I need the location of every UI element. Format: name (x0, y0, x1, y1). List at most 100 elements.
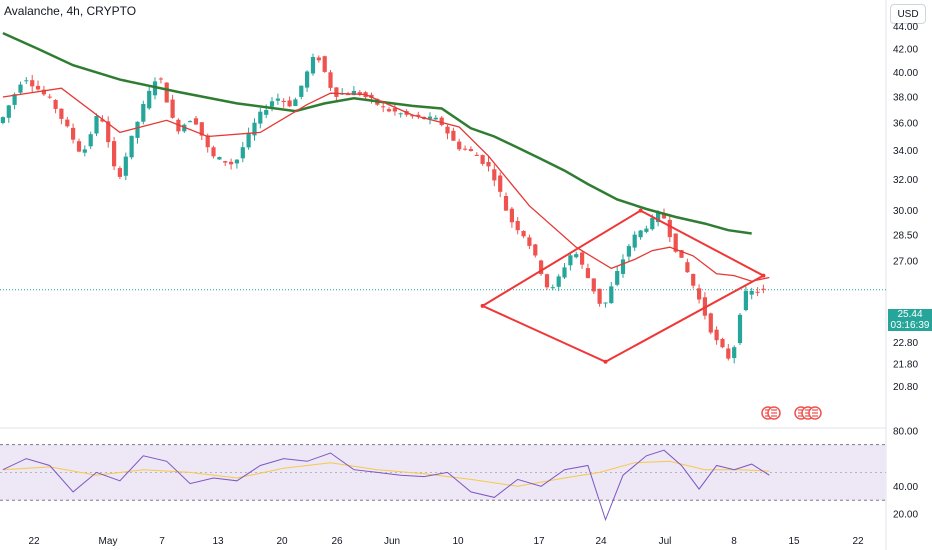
candle-body (381, 106, 386, 108)
candle-body (550, 287, 555, 289)
candle-body (229, 161, 234, 165)
candle-body (416, 114, 421, 117)
time-axis: 22 May 7 13 20 26 Jun 10 17 24 Jul 8 15 22 (28, 536, 864, 547)
time-tick-label: 15 (788, 536, 800, 547)
candle-body (615, 271, 620, 285)
candle-body (656, 211, 661, 223)
candle-body (211, 147, 216, 157)
candle-body (246, 132, 251, 148)
currency-selector[interactable]: USD (890, 4, 926, 24)
candle-body (691, 274, 696, 286)
candle-body (539, 260, 544, 274)
candle-body (193, 118, 199, 125)
candle-body (30, 80, 35, 87)
candle-body (732, 347, 737, 358)
candle-body (632, 234, 637, 248)
candle-body (486, 162, 491, 167)
candle-body (439, 117, 444, 125)
candle-body (755, 291, 760, 293)
time-tick-label: May (99, 536, 118, 547)
candle-body (310, 57, 316, 74)
price-tick-label: 36.00 (893, 119, 918, 130)
candle-body (322, 56, 327, 72)
time-tick-label: 20 (276, 536, 288, 547)
candle-body (141, 104, 146, 122)
price-tick-label: 21.80 (893, 360, 918, 371)
candle-body (205, 135, 210, 148)
time-tick-label: 17 (533, 536, 545, 547)
candle-body (533, 244, 538, 256)
time-tick-label: 22 (852, 536, 864, 547)
flag-icon[interactable] (794, 406, 822, 420)
ma-short-line (2, 87, 770, 282)
last-price-badge: 25.44 03:16:39 (888, 309, 932, 331)
candle-body (720, 339, 725, 348)
candle-body (135, 121, 140, 138)
candle-body (661, 213, 667, 219)
candle-body (158, 78, 163, 80)
rsi-tick-label: 80.00 (893, 426, 918, 437)
pattern-handle[interactable] (480, 303, 485, 308)
candle-body (281, 100, 286, 102)
candle-body (585, 268, 590, 279)
candle-body (761, 288, 766, 290)
time-tick-label: 7 (159, 536, 165, 547)
candle-body (433, 117, 438, 120)
candle-body (316, 57, 321, 61)
last-price-value: 25.44 (897, 309, 923, 320)
candle-body (480, 155, 485, 164)
candle-body (603, 302, 608, 304)
candlestick-series (0, 53, 766, 364)
candle-body (544, 274, 550, 288)
candle-body (182, 124, 187, 132)
candle-body (667, 219, 672, 238)
candle-body (117, 168, 122, 177)
candle-body (234, 159, 239, 164)
candle-body (328, 72, 333, 88)
time-tick-label: 10 (452, 536, 464, 547)
candle-body (35, 85, 41, 90)
candle-body (386, 109, 392, 112)
candle-body (726, 348, 731, 359)
candle-body (299, 85, 304, 97)
candle-body (556, 276, 561, 287)
pattern-handle[interactable] (603, 359, 608, 364)
price-tick-label: 20.80 (893, 382, 918, 393)
candle-body (644, 228, 649, 232)
chart-title: Avalanche, 4h, CRYPTO (4, 4, 137, 18)
candle-body (287, 100, 292, 107)
candle-body (41, 89, 46, 95)
pattern-handle[interactable] (761, 273, 766, 278)
candle-body (100, 119, 105, 122)
candle-body (392, 108, 397, 112)
price-tick-label: 44.00 (893, 22, 918, 33)
candle-body (293, 99, 298, 106)
rsi-signal-line (2, 460, 770, 487)
pattern-handle[interactable] (638, 208, 643, 213)
candle-body (164, 82, 169, 103)
candle-body (597, 288, 602, 304)
candle-body (217, 157, 222, 160)
candle-body (463, 148, 468, 150)
price-tick-label: 22.80 (893, 338, 918, 349)
candle-body (59, 108, 64, 119)
candle-body (638, 230, 643, 238)
time-tick-label: 13 (212, 536, 224, 547)
candle-body (714, 329, 719, 341)
candle-body (12, 94, 17, 105)
candle-body (474, 154, 479, 156)
price-tick-label: 28.50 (893, 231, 918, 242)
candle-body (743, 290, 748, 311)
candle-body (749, 291, 754, 295)
candle-body (498, 175, 503, 192)
candle-body (626, 246, 631, 257)
price-tick-label: 32.00 (893, 175, 918, 186)
flag-icon[interactable] (761, 406, 781, 420)
candle-body (223, 161, 228, 163)
candle-body (94, 116, 99, 134)
candle-body (580, 252, 585, 265)
candle-body (503, 196, 509, 211)
candle-body (562, 267, 567, 278)
